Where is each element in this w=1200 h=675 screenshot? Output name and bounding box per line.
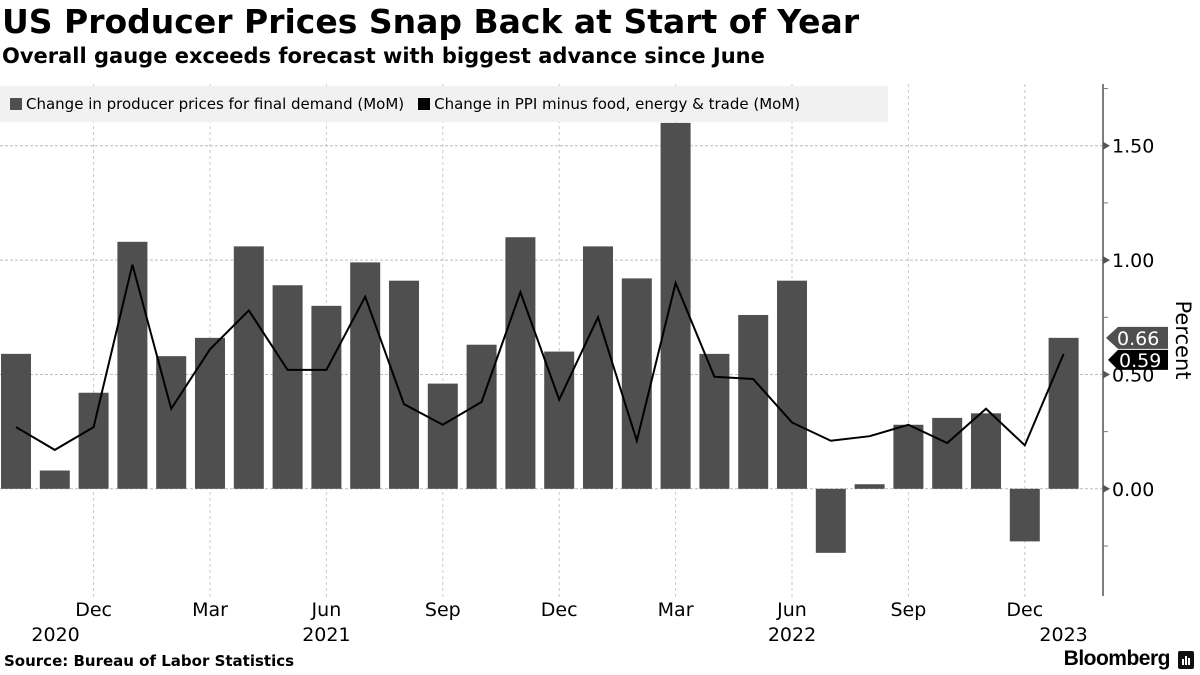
bar-mar-2021 [195,337,225,489]
last-value-label-line: 0.59 [1119,350,1161,372]
legend-item-final-demand[interactable]: Change in producer prices for final dema… [10,95,404,113]
x-tick-label: Dec [75,599,112,621]
x-tick-label: Mar [658,599,694,621]
line-core-ppi [15,264,1065,452]
bar-dec-2022 [1009,488,1040,542]
y-tick-marker [1103,141,1110,150]
legend-swatch-line [418,98,431,110]
x-year-label: 2020 [31,624,79,646]
bar-dec-2020 [78,392,109,489]
legend: Change in producer prices for final dema… [0,86,888,122]
y-tick-marker [1103,370,1110,379]
chart-title: US Producer Prices Snap Back at Start of… [2,2,860,41]
bar-nov-2022 [971,413,1001,489]
x-year-label: 2022 [768,624,816,646]
x-year-label: 2023 [1039,624,1087,646]
bar-jan-2022 [583,246,613,489]
chart-subtitle: Overall gauge exceeds forecast with bigg… [2,44,765,68]
bloomberg-chart-icon [1178,651,1194,669]
bar-nov-2020 [39,470,70,489]
legend-swatch-bar [10,98,22,110]
x-tick-label: Jun [776,599,807,621]
bar-nov-2021 [505,237,536,489]
last-value-badge-bar [1106,326,1168,349]
bar-jun-2021 [311,305,342,489]
bar-jul-2022 [815,488,846,553]
bar-jan-2021 [117,241,148,489]
last-value-badge-line [1108,349,1168,370]
legend-label: Change in producer prices for final dema… [26,95,405,113]
bar-apr-2021 [233,246,264,489]
brand-logo: Bloomberg [1063,647,1171,670]
y-axis-title: Percent [1171,300,1195,379]
x-tick-label: Mar [192,599,228,621]
x-tick-label: Jun [311,599,342,621]
x-tick-label: Sep [425,599,461,621]
x-year-label: 2021 [302,624,350,646]
bar-may-2022 [738,314,769,489]
bar-sep-2022 [893,424,924,489]
bar-may-2021 [272,285,303,489]
y-tick-label: 0.00 [1112,479,1154,501]
y-tick-marker [1103,484,1110,493]
bar-sep-2021 [427,383,458,489]
source-note: Source: Bureau of Labor Statistics [4,652,295,670]
bar-jan-2023 [1048,337,1079,489]
x-tick-label: Sep [890,599,926,621]
y-tick-label: 0.50 [1112,364,1154,386]
last-value-label-bar: 0.66 [1117,328,1159,350]
x-tick-label: Dec [1006,599,1043,621]
legend-label: Change in PPI minus food, energy & trade… [434,95,801,113]
bar-aug-2022 [854,484,885,489]
bar-aug-2021 [389,280,419,489]
bar-jul-2021 [350,262,381,489]
bar-oct-2020 [1,353,31,489]
bar-feb-2022 [621,278,652,489]
x-tick-label: Dec [541,599,578,621]
y-tick-label: 1.50 [1112,136,1154,158]
legend-item-core-ppi[interactable]: Change in PPI minus food, energy & trade… [418,95,800,113]
bar-jun-2022 [777,280,807,489]
bar-oct-2021 [466,344,497,489]
bar-apr-2022 [699,353,730,489]
bar-oct-2022 [932,417,963,489]
bar-feb-2021 [156,356,187,489]
y-tick-marker [1103,256,1110,265]
y-tick-label: 1.00 [1112,250,1154,272]
